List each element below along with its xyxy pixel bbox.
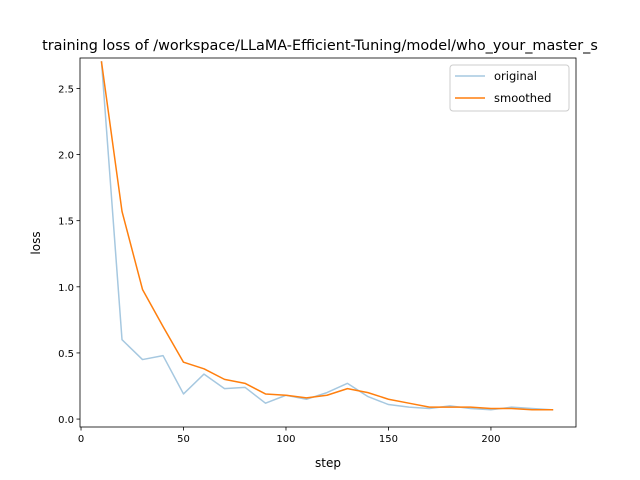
y-tick-label: 0.0 [58,415,74,426]
y-axis: 0.0 0.5 1.0 1.5 2.0 2.5 [58,84,80,426]
axes-frame [79,57,577,428]
legend-label-smoothed: smoothed [494,91,551,105]
x-tick-label: 50 [177,434,190,445]
series-line-smoothed [100,61,554,411]
y-axis-label: loss [29,231,43,254]
chart-title: training loss of /workspace/LLaMA-Effici… [42,38,598,54]
x-tick-label: 100 [276,434,295,445]
series-line-original [100,61,554,411]
x-axis: 0 50 100 150 200 [78,427,500,445]
x-tick-label: 150 [379,434,398,445]
x-tick-label: 0 [78,434,84,445]
x-axis-label: step [315,456,341,470]
y-tick-label: 2.0 [58,151,74,162]
legend: original smoothed [449,64,570,112]
y-tick-label: 1.5 [58,217,74,228]
y-tick-label: 1.0 [58,283,74,294]
y-tick-label: 0.5 [58,349,74,360]
plot-area [100,61,554,411]
x-tick-label: 200 [481,434,500,445]
y-tick-label: 2.5 [58,84,74,95]
legend-label-original: original [494,69,537,83]
